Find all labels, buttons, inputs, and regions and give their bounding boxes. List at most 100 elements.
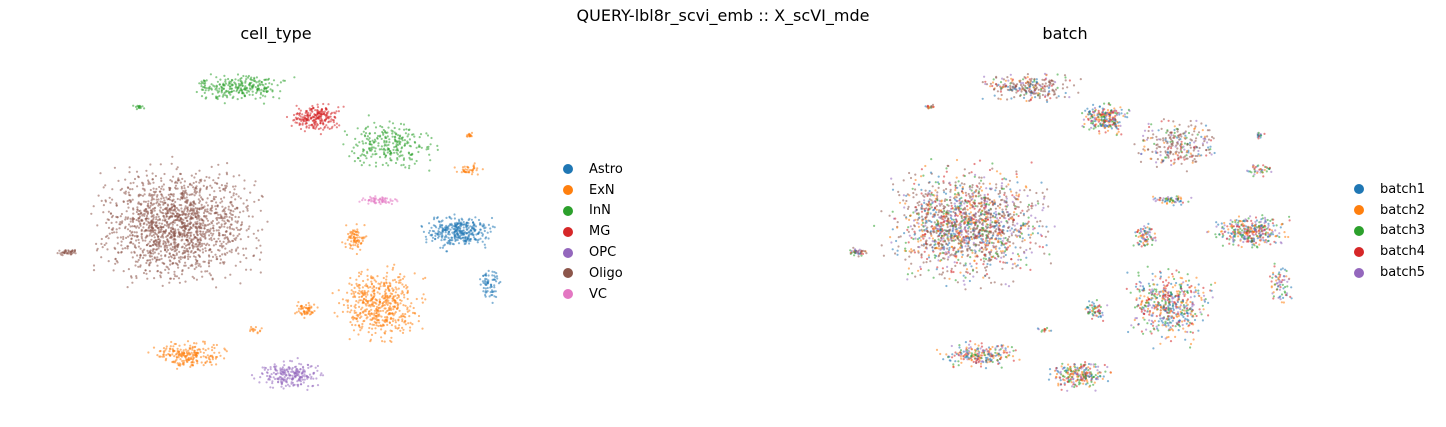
scatter-point [218, 216, 221, 220]
scatter-point [973, 175, 976, 178]
scatter-point [248, 225, 251, 228]
scatter-point [951, 230, 954, 233]
scatter-point [914, 210, 917, 213]
scatter-point [941, 271, 945, 274]
scatter-point [986, 226, 989, 229]
scatter-point [226, 251, 229, 254]
scatter-point [137, 238, 140, 241]
scatter-point [990, 241, 994, 244]
scatter-point [914, 173, 917, 176]
scatter-point [1005, 201, 1008, 204]
scatter-point [1038, 245, 1041, 248]
scatter-point [242, 202, 245, 205]
scatter-point [1015, 173, 1018, 176]
scatter-point [963, 202, 966, 205]
scatter-point [1019, 267, 1022, 270]
scatter-point [984, 258, 988, 261]
scatter-point [198, 201, 201, 204]
scatter-point [129, 217, 132, 220]
scatter-point [222, 234, 225, 237]
scatter-point [960, 196, 963, 199]
scatter-point [922, 174, 925, 177]
scatter-point [956, 281, 960, 284]
scatter-point [226, 219, 229, 222]
scatter-point [896, 221, 899, 224]
scatter-point [1019, 211, 1022, 214]
scatter-point [952, 270, 955, 274]
scatter-point [163, 246, 166, 249]
scatter-point [903, 214, 906, 217]
scatter-point [961, 253, 964, 256]
scatter-point [100, 237, 103, 241]
scatter-point [964, 245, 967, 248]
panel-title-cell-type: cell_type [240, 24, 312, 43]
scatter-point [927, 256, 931, 259]
scatter-point [237, 252, 240, 255]
scatter-point [153, 251, 156, 254]
scatter-point [930, 193, 933, 196]
scatter-point [996, 204, 1000, 208]
scatter-point [975, 254, 979, 257]
scatter-point [970, 189, 973, 192]
scatter-point [213, 190, 216, 193]
scatter-point [986, 200, 989, 203]
scatter-point [194, 172, 197, 175]
scatter-point [964, 225, 967, 229]
scatter-point [912, 237, 915, 241]
scatter-point [1040, 181, 1043, 184]
scatter-point [142, 184, 145, 187]
scatter-point [936, 213, 940, 216]
scatter-point [224, 247, 227, 250]
scatter-point [232, 175, 235, 178]
scatter-point [137, 245, 140, 248]
scatter-point [971, 269, 975, 272]
scatter-point [966, 247, 969, 250]
scatter-point [956, 214, 959, 217]
scatter-point [954, 184, 957, 187]
scatter-point [924, 193, 927, 196]
scatter-point [933, 194, 936, 197]
scatter-point [917, 240, 920, 243]
scatter-point [946, 265, 949, 268]
scatter-point [1011, 267, 1014, 270]
scatter-point [145, 214, 149, 218]
scatter-point [959, 227, 962, 230]
scatter-point [153, 209, 156, 212]
scatter-point [919, 273, 922, 277]
scatter-point [214, 195, 217, 199]
scatter-point [980, 205, 983, 208]
scatter-point [1047, 205, 1050, 208]
scatter-point [219, 189, 222, 192]
scatter-point [936, 191, 939, 194]
scatter-point [941, 251, 944, 254]
scatter-point [1003, 191, 1006, 194]
scatter-point [920, 210, 924, 213]
scatter-point [1034, 242, 1037, 245]
scatter-point [152, 252, 155, 255]
scatter-point [160, 257, 163, 260]
scatter-point [1030, 251, 1033, 254]
scatter-point [926, 194, 929, 197]
scatter-point [115, 228, 118, 231]
scatter-point [1036, 220, 1039, 223]
scatter-point [979, 258, 983, 261]
scatter-point [1039, 233, 1042, 236]
scatter-point [922, 261, 925, 264]
scatter-point [935, 231, 938, 234]
scatter-point [990, 258, 993, 261]
scatter-point [918, 200, 921, 203]
scatter-point [1027, 233, 1030, 236]
scatter-point [1027, 203, 1031, 206]
scatter-point [1002, 243, 1006, 246]
scatter-point [986, 193, 990, 196]
scatter-point [910, 262, 913, 265]
scatter-point [189, 251, 193, 254]
scatter-point [960, 204, 963, 207]
scatter-point [214, 243, 217, 246]
scatter-point [193, 277, 196, 280]
scatter-point [159, 250, 162, 253]
scatter-point [910, 251, 913, 254]
scatter-point [955, 158, 959, 162]
scatter-point [1044, 235, 1047, 238]
scatter-point [984, 266, 987, 269]
